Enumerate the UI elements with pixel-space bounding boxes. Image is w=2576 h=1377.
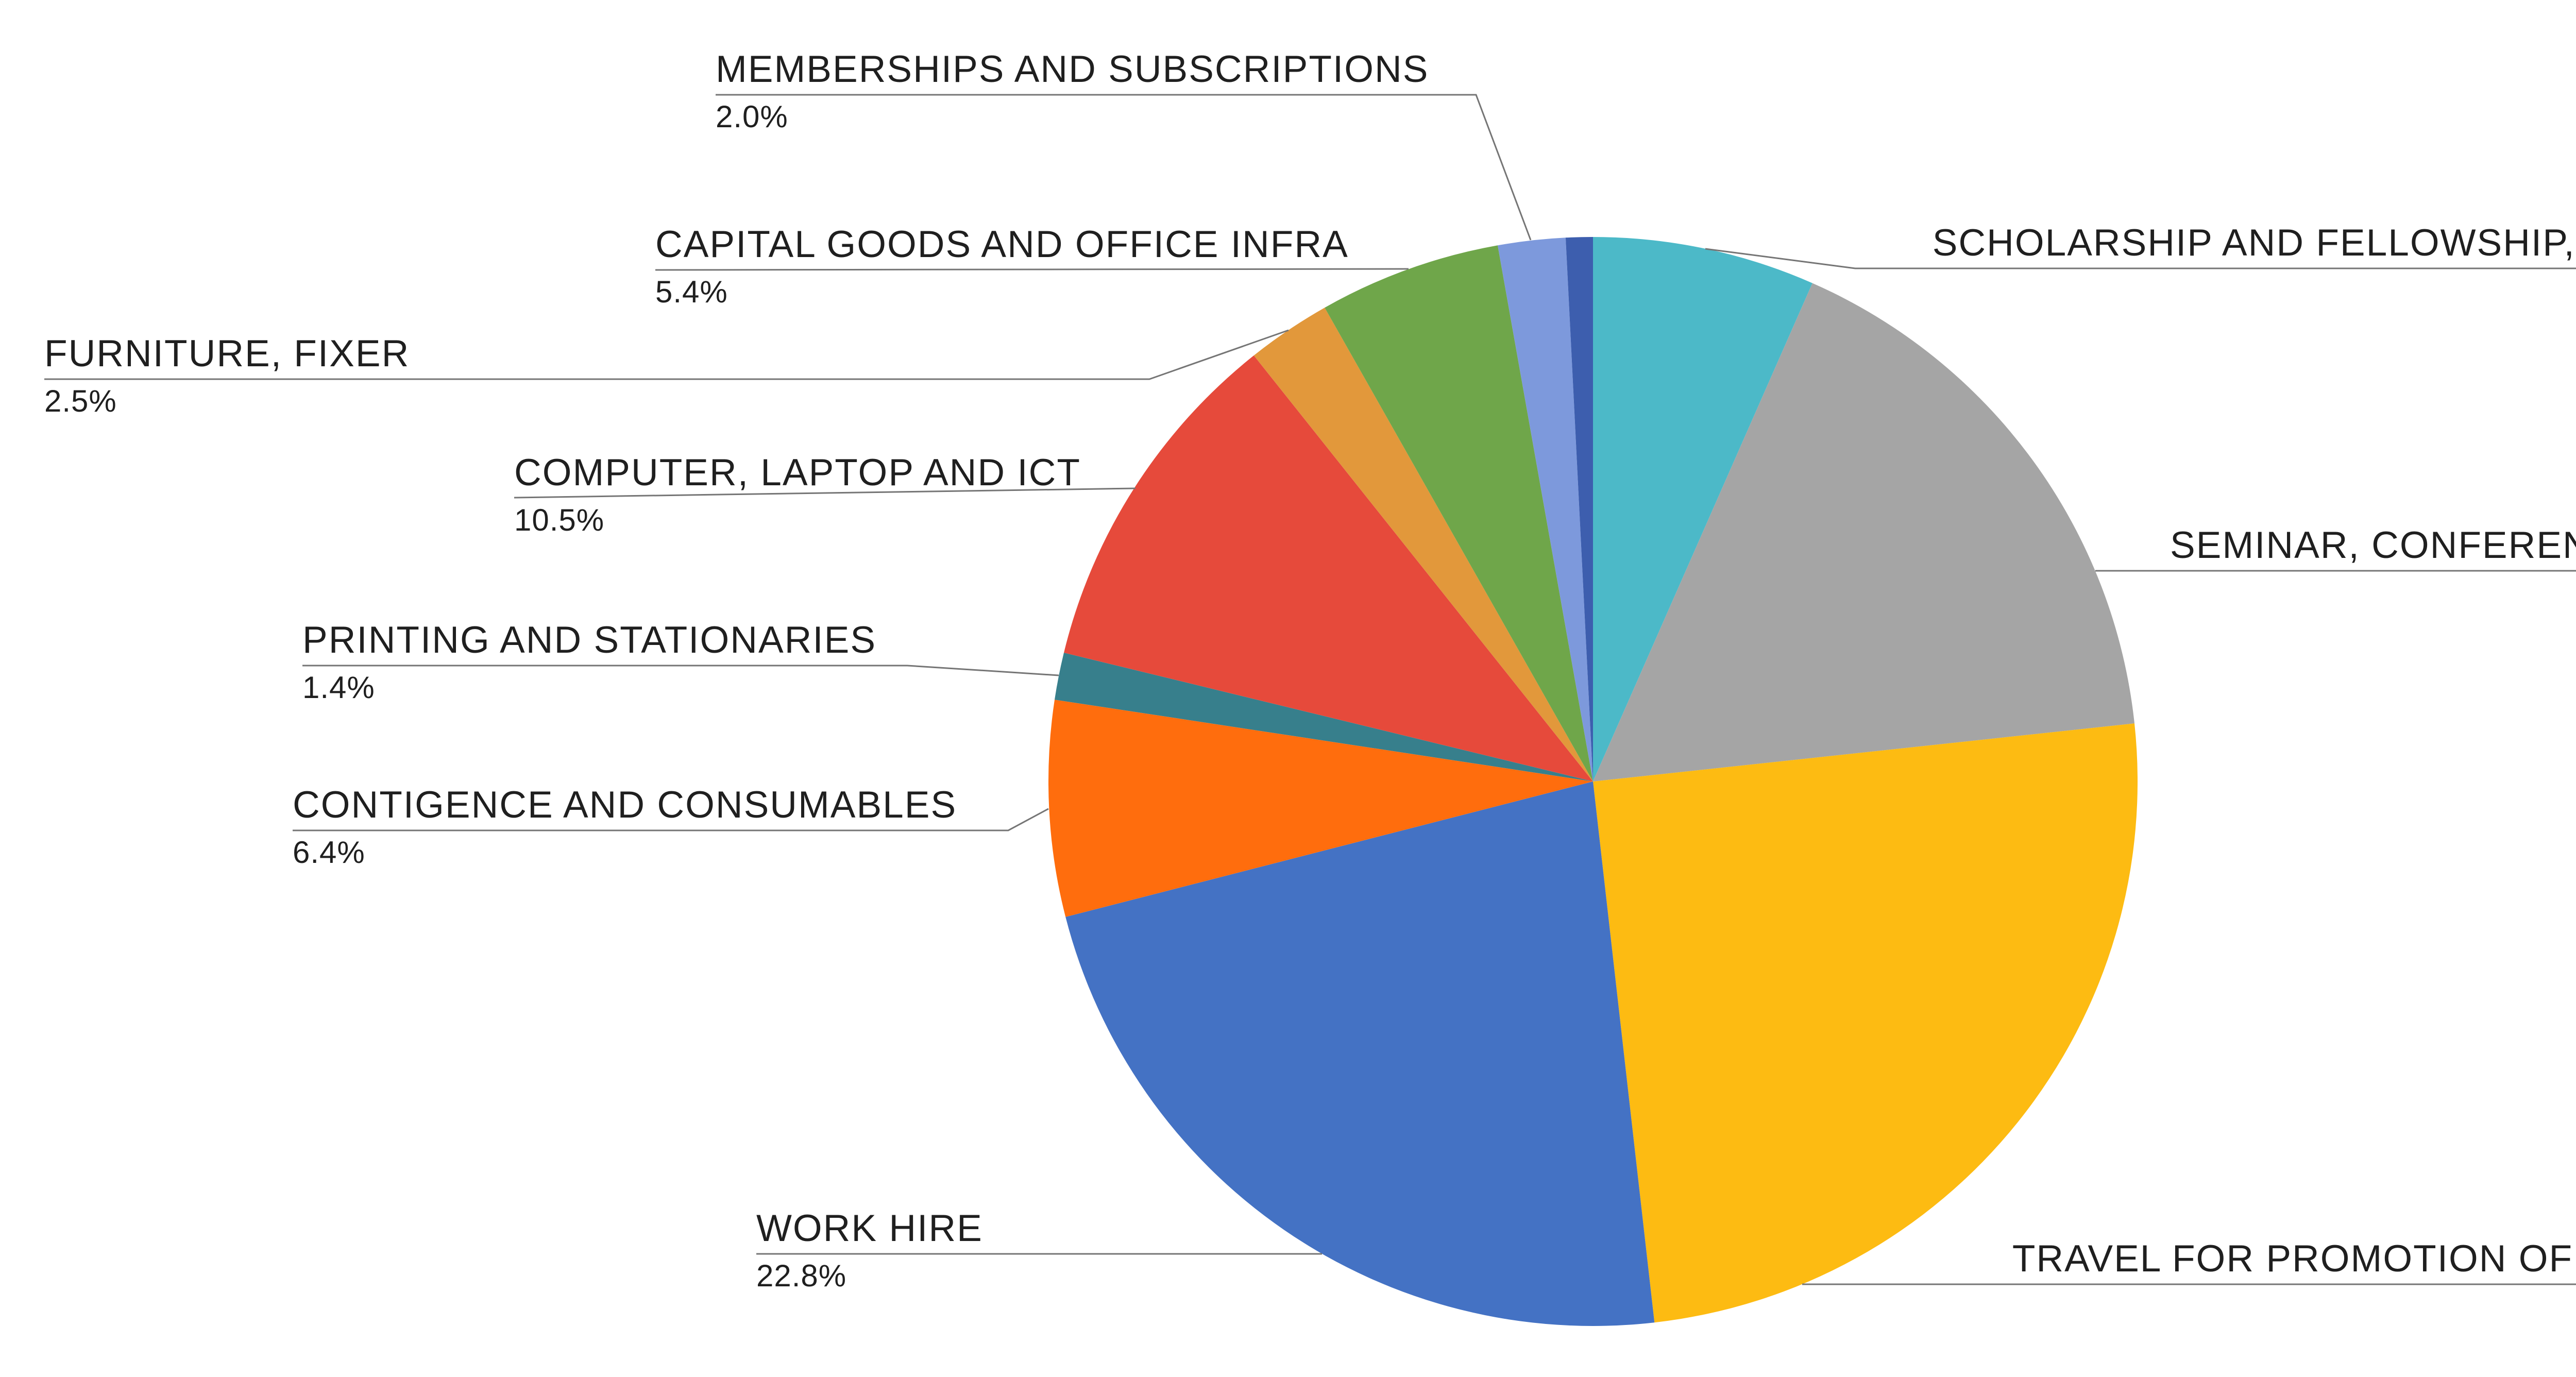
slice-percent: 10.5%	[514, 503, 605, 537]
callout-capital-goods: CAPITAL GOODS AND OFFICE INFRA 5.4%	[655, 223, 1349, 308]
slice-label: PRINTING AND STATIONARIES	[302, 619, 877, 661]
slice-percent: 2.0%	[716, 99, 788, 134]
slice-label: MEMBERSHIPS AND SUBSCRIPTIONS	[716, 48, 1429, 90]
leader-line-computer	[514, 487, 1136, 499]
callout-furniture: FURNITURE, FIXER 2.5%	[44, 332, 410, 417]
pie-slices-group	[1048, 236, 2138, 1326]
leader-lines-group	[44, 94, 2576, 1285]
callout-scholarship: SCHOLARSHIP AND FELLOWSHIP, AWARDS, REWA…	[1933, 221, 2576, 307]
pie-slice-travel-for-promotion-of-international-re[interactable]	[1593, 723, 2138, 1323]
slice-label: COMPUTER, LAPTOP AND ICT	[514, 452, 1081, 494]
slice-percent: 22.8%	[756, 1259, 847, 1293]
callout-printing: PRINTING AND STATIONARIES 1.4%	[302, 618, 876, 704]
callout-seminar: SEMINAR, CONFERENCE, EVENTS AND DELE... …	[2170, 523, 2576, 609]
slice-label: FURNITURE, FIXER	[44, 333, 410, 375]
pie-slice-furniture-fixer[interactable]	[1253, 308, 1593, 781]
pie-slice-seminar-conference-events-and-dele[interactable]	[1593, 283, 2134, 781]
callout-contigence: CONTIGENCE AND CONSUMABLES 6.4%	[293, 783, 957, 869]
pie-slice-scholarship-and-fellowship-awards-reward[interactable]	[1593, 237, 1812, 781]
slice-label: CAPITAL GOODS AND OFFICE INFRA	[655, 224, 1349, 265]
leader-line-printing	[302, 665, 1059, 676]
slice-percent: 1.4%	[302, 670, 375, 705]
slice-label: SCHOLARSHIP AND FELLOWSHIP, AWARDS, REWA…	[1932, 222, 2576, 264]
leader-line-furniture	[44, 329, 1289, 380]
pie-slice-memberships-and-subscriptions[interactable]	[1498, 237, 1593, 781]
pie-slice-printing-and-stationaries[interactable]	[1055, 653, 1593, 781]
leader-line-capital-goods	[655, 268, 1409, 271]
slice-label: WORK HIRE	[756, 1208, 983, 1249]
callout-memberships: MEMBERSHIPS AND SUBSCRIPTIONS 2.0%	[716, 47, 1429, 133]
slice-percent: 6.4%	[293, 835, 365, 870]
slice-label: CONTIGENCE AND CONSUMABLES	[293, 784, 957, 826]
leader-line-contigence	[293, 808, 1049, 831]
pie-slice-capital-goods-and-office-infra[interactable]	[1325, 245, 1593, 781]
pie-slice-work-hire[interactable]	[1065, 781, 1655, 1326]
slice-percent: 24.9%	[2012, 1290, 2576, 1322]
slice-percent: 5.4%	[655, 275, 728, 309]
pie-slice-contigence-and-consumables[interactable]	[1048, 700, 1593, 917]
callout-computer: COMPUTER, LAPTOP AND ICT 10.5%	[514, 451, 1081, 536]
callout-travel: TRAVEL FOR PROMOTION OF INTERNATIONAL RE…	[2012, 1237, 2576, 1322]
slice-percent: 2.5%	[44, 384, 117, 418]
slice-label: TRAVEL FOR PROMOTION OF INTERNATIONAL RE…	[2012, 1238, 2576, 1280]
leader-line-memberships	[716, 94, 1532, 241]
slice-label: SEMINAR, CONFERENCE, EVENTS AND DELE...	[2170, 524, 2576, 566]
callout-work-hire: WORK HIRE 22.8%	[756, 1206, 983, 1292]
slice-percent: 16.7%	[2170, 577, 2576, 609]
leader-line-scholarship	[1705, 248, 2576, 269]
pie-slice-unlabeled[interactable]	[1565, 236, 1593, 782]
slice-percent: 6.6%	[1933, 275, 2576, 307]
pie-slice-computer-laptop-and-ict[interactable]	[1064, 355, 1593, 781]
